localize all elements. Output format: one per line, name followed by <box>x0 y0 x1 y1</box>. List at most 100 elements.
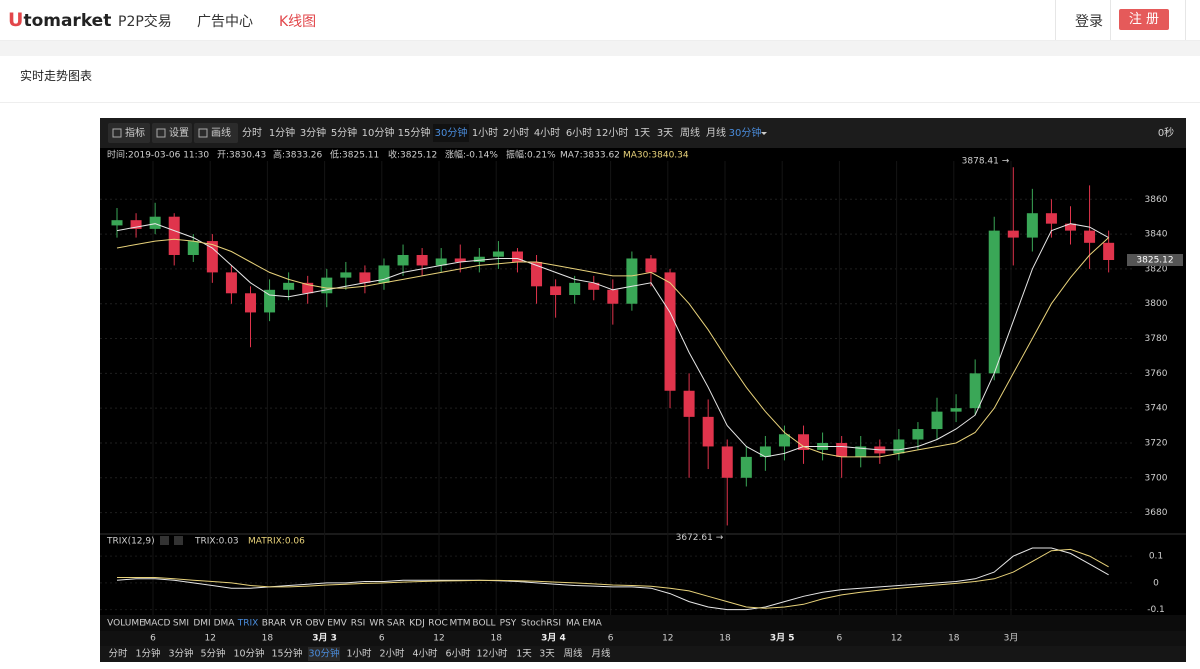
candle-body <box>473 256 485 262</box>
footer-period[interactable]: 5分钟 <box>200 648 225 660</box>
period-button[interactable]: 4小时 <box>534 127 560 139</box>
tool-button[interactable]: 指标 <box>125 126 145 139</box>
x-tick-label: 12 <box>891 634 902 644</box>
tool-icon <box>156 128 166 138</box>
register-button[interactable]: 注 册 <box>1119 9 1169 30</box>
footer-period[interactable]: 周线 <box>563 648 583 660</box>
login-link[interactable]: 登录 <box>1075 14 1103 30</box>
period-button[interactable]: 1分钟 <box>269 126 295 139</box>
line-series <box>117 548 1109 609</box>
indicator-tab[interactable]: WR <box>369 619 384 629</box>
indicator-tab[interactable]: MACD <box>144 619 171 629</box>
x-tick-label: 12 <box>433 634 444 644</box>
candle-body <box>683 390 695 417</box>
x-tick-label: 3月 <box>1004 633 1019 644</box>
period-button[interactable]: 3分钟 <box>300 126 326 139</box>
period-button[interactable]: 6小时 <box>566 127 592 139</box>
period-button[interactable]: 1天 <box>634 128 650 139</box>
indicator-tab[interactable]: PSY <box>500 619 517 629</box>
indicator-tab[interactable]: BRAR <box>262 619 286 629</box>
indicator-tab[interactable]: OBV <box>305 619 325 629</box>
indicator-tab[interactable]: SAR <box>387 619 405 629</box>
footer-period[interactable]: 30分钟 <box>308 648 339 660</box>
footer-period[interactable]: 15分钟 <box>271 648 302 660</box>
info-item: 振幅:0.21% <box>506 149 556 161</box>
period-button[interactable]: 分时 <box>242 127 262 139</box>
indicator-tab[interactable]: DMI <box>193 619 210 629</box>
y-tick-label: 3860 <box>1145 195 1168 205</box>
period-button[interactable]: 15分钟 <box>398 126 431 139</box>
period-button[interactable]: 月线 <box>706 126 726 139</box>
footer-period[interactable]: 1分钟 <box>135 648 160 660</box>
footer-period[interactable]: 6小时 <box>445 648 471 660</box>
indicator-tab[interactable]: DMA <box>214 619 236 629</box>
indicator-tab[interactable]: EMV <box>327 619 347 629</box>
indicator-tab[interactable]: ROC <box>428 619 448 629</box>
logo[interactable]: Utomarket <box>8 9 111 31</box>
candle-body <box>855 446 867 457</box>
candle-body <box>836 442 848 457</box>
footer-period[interactable]: 4小时 <box>412 648 438 660</box>
last-price: 3825.12 <box>1136 256 1173 266</box>
footer-period[interactable]: 月线 <box>591 648 611 660</box>
separator <box>1185 0 1186 40</box>
indicator-tab[interactable]: BOLL <box>472 619 495 629</box>
info-item: 时间:2019-03-06 11:30 <box>107 149 209 161</box>
candle-body <box>702 416 714 447</box>
period-active-bg <box>433 124 469 142</box>
footer-period[interactable]: 1天 <box>516 649 532 660</box>
nav-link[interactable]: 广告中心 <box>197 14 253 30</box>
indicator-tab[interactable]: VOLUME <box>107 619 145 629</box>
period-button[interactable]: 5分钟 <box>331 126 357 139</box>
period-button[interactable]: 30分钟 <box>435 126 468 139</box>
y-tick-label: 3760 <box>1145 369 1168 379</box>
candle-body <box>416 254 428 266</box>
indicator-tab[interactable]: RSI <box>351 619 366 629</box>
indicator-tab[interactable]: SMI <box>173 619 189 629</box>
candle-body <box>759 446 771 457</box>
footer-period[interactable]: 分时 <box>108 648 128 660</box>
footer-period[interactable]: 1小时 <box>346 648 372 660</box>
tool-icon <box>198 128 208 138</box>
period-button[interactable]: 2小时 <box>503 127 529 139</box>
x-tick-label: 18 <box>719 634 731 644</box>
period-active-bg <box>308 647 340 661</box>
period-button[interactable]: 3天 <box>657 128 673 139</box>
info-item: MA30:3840.34 <box>623 151 689 161</box>
indicator-tick-label: 0 <box>1153 578 1159 588</box>
footer-period[interactable]: 12小时 <box>476 648 508 660</box>
line-series <box>116 547 1109 611</box>
nav-link[interactable]: K线图 <box>279 14 317 30</box>
indicator-tab[interactable]: StochRSI <box>521 619 561 629</box>
tool-button[interactable]: 设置 <box>169 127 189 139</box>
period-button[interactable]: 12小时 <box>596 127 629 139</box>
indicator-tab[interactable]: TRIX <box>237 619 259 629</box>
indicator-legend: MATRIX:0.06 <box>248 537 305 547</box>
nav-link[interactable]: P2P交易 <box>118 14 172 30</box>
period-button[interactable]: 1小时 <box>472 127 498 139</box>
candle-body <box>950 408 962 412</box>
candle-body <box>359 272 371 283</box>
last-price-tag <box>1127 254 1183 267</box>
info-item: 涨幅:-0.14% <box>445 149 498 161</box>
footer-period[interactable]: 2小时 <box>379 648 405 660</box>
indicator-tab[interactable]: MA <box>566 619 581 629</box>
period-dropdown[interactable]: 30分钟 <box>729 126 762 139</box>
period-button[interactable]: 周线 <box>680 126 700 139</box>
indicator-tab[interactable]: VR <box>290 619 302 629</box>
tool-button-bg <box>108 123 150 143</box>
indicator-tab[interactable]: KDJ <box>409 619 425 629</box>
footer-period[interactable]: 3天 <box>539 649 555 660</box>
tool-button[interactable]: 画线 <box>211 126 231 139</box>
x-tick-label: 6 <box>608 634 614 644</box>
indicator-tab[interactable]: EMA <box>582 619 602 629</box>
period-button[interactable]: 10分钟 <box>362 126 395 139</box>
footer-period[interactable]: 10分钟 <box>233 648 264 660</box>
candle-body <box>244 293 256 313</box>
candle-body <box>588 282 600 290</box>
footer-period[interactable]: 3分钟 <box>168 648 193 660</box>
indicator-tab[interactable]: MTM <box>449 619 470 629</box>
candle-body <box>321 277 333 294</box>
line-series <box>116 223 1109 458</box>
